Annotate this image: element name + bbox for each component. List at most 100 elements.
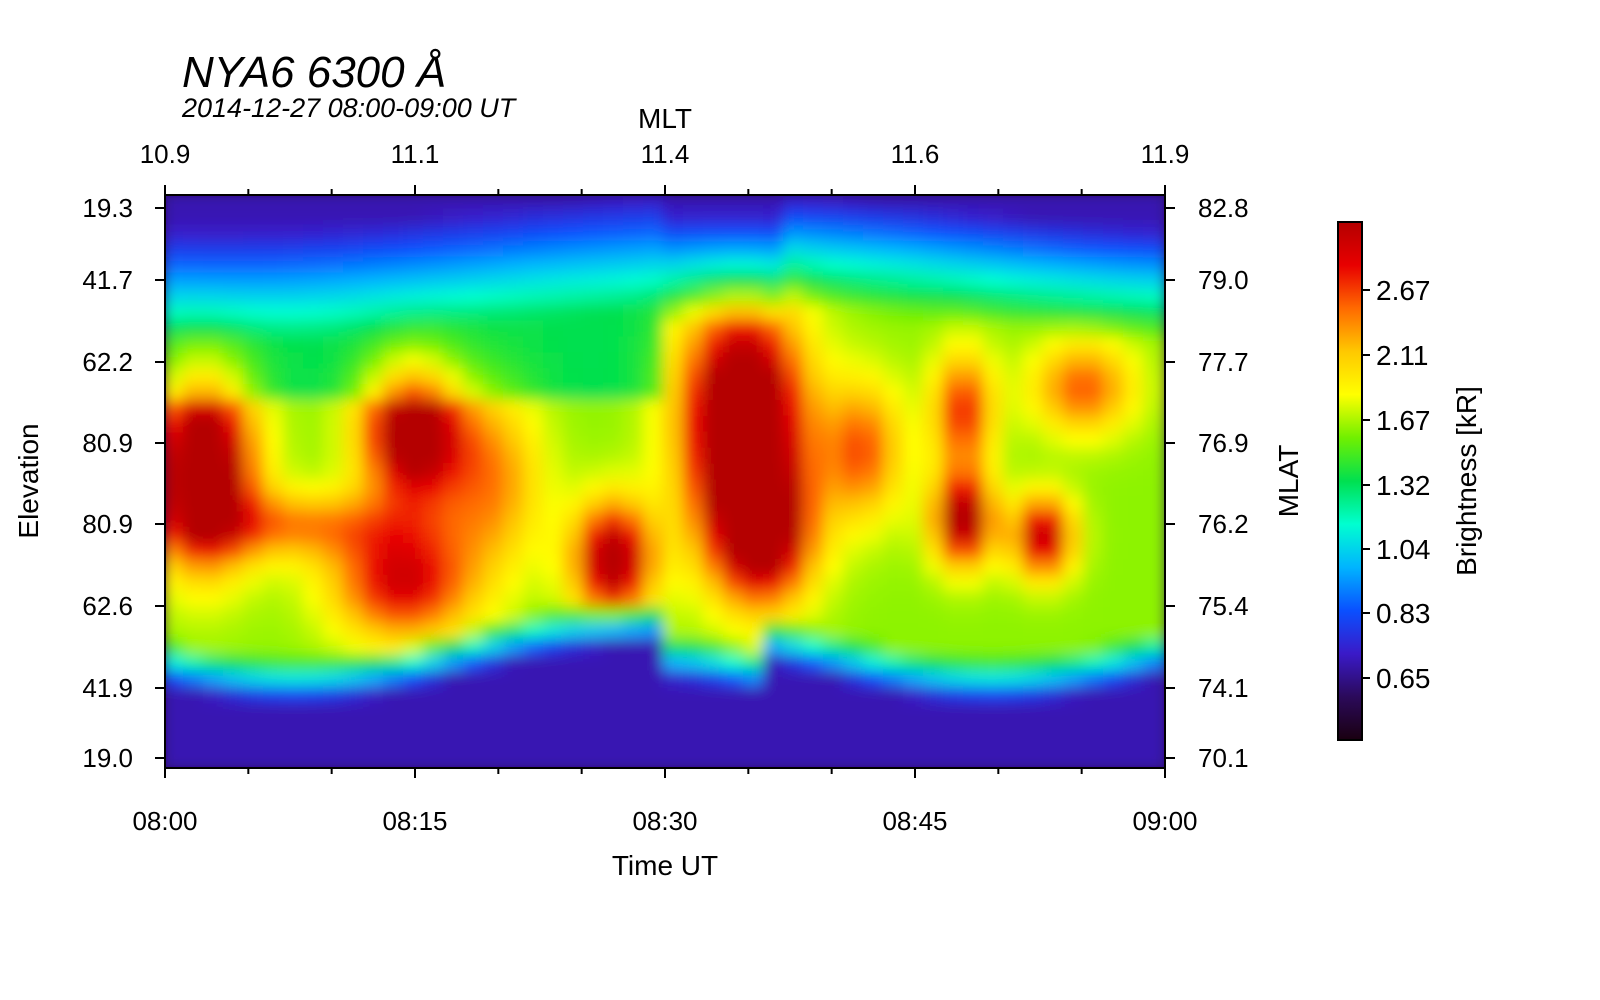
keogram-cell: [503, 288, 527, 309]
keogram-cell: [963, 272, 987, 293]
keogram-cell: [683, 256, 707, 277]
keogram-cell: [423, 208, 447, 229]
keogram-cell: [983, 304, 1007, 325]
keogram-cell: [423, 575, 447, 595]
keogram-cell: [523, 702, 547, 723]
keogram-cell: [743, 670, 767, 691]
keogram-cell: [563, 208, 587, 229]
keogram-cell: [263, 256, 287, 277]
keogram-cell: [743, 304, 767, 325]
keogram-cell: [183, 288, 207, 309]
keogram-cell: [963, 320, 987, 341]
keogram-cell: [723, 304, 747, 325]
keogram-cell: [903, 590, 927, 611]
keogram-cell: [363, 384, 387, 404]
keogram-cell: [1043, 431, 1067, 452]
keogram-cell: [443, 447, 467, 468]
keogram-cell: [403, 256, 427, 277]
keogram-cell: [343, 622, 367, 643]
keogram-cell: [543, 208, 567, 229]
keogram-cell: [603, 195, 627, 213]
keogram-cell: [843, 352, 867, 373]
top-tick-label: 11.9: [1141, 139, 1190, 169]
keogram-cell: [823, 431, 847, 452]
keogram-cell: [523, 272, 547, 293]
keogram-cell: [423, 320, 447, 341]
keogram-cell: [1123, 606, 1147, 627]
keogram-cell: [603, 590, 627, 611]
keogram-cell: [283, 272, 307, 293]
keogram-cell: [383, 479, 407, 500]
keogram-cell: [763, 352, 787, 373]
keogram-cell: [263, 654, 287, 675]
keogram-cell: [165, 622, 187, 643]
keogram-cell: [743, 336, 767, 357]
keogram-cell: [883, 336, 907, 357]
keogram-cell: [703, 734, 727, 755]
y-tick-label: 80.9: [82, 509, 133, 539]
keogram-cell: [603, 415, 627, 436]
keogram-cell: [1083, 256, 1107, 277]
keogram-cell: [283, 368, 307, 388]
keogram-cell: [683, 272, 707, 293]
keogram-cell: [463, 336, 487, 357]
keogram-cell: [643, 320, 667, 341]
keogram-cell: [943, 527, 967, 548]
keogram-cell: [383, 527, 407, 548]
keogram-cell: [1083, 559, 1107, 579]
keogram-cell: [643, 431, 667, 452]
keogram-cell: [883, 368, 907, 388]
keogram-cell: [623, 463, 647, 484]
keogram-cell: [863, 208, 887, 229]
keogram-cell: [863, 447, 887, 468]
keogram-cell: [863, 195, 887, 213]
keogram-cell: [183, 336, 207, 357]
keogram-cell: [303, 559, 327, 579]
keogram-cell: [783, 224, 807, 245]
keogram-cell: [763, 543, 787, 564]
keogram-cell: [843, 368, 867, 388]
keogram-cell: [1123, 543, 1147, 564]
keogram-cell: [723, 606, 747, 627]
keogram-cell: [943, 511, 967, 532]
keogram-cell: [543, 272, 567, 293]
keogram-cell: [1123, 195, 1147, 213]
keogram-cell: [883, 718, 907, 739]
keogram-cell: [483, 638, 507, 659]
keogram-cell: [403, 670, 427, 691]
keogram-cell: [483, 702, 507, 723]
keogram-cell: [983, 336, 1007, 357]
keogram-cell: [403, 718, 427, 739]
keogram-cell: [165, 304, 187, 325]
keogram-cell: [1123, 304, 1147, 325]
keogram-cell: [243, 352, 267, 373]
keogram-cell: [223, 399, 247, 420]
keogram-cell: [543, 590, 567, 611]
keogram-cell: [243, 304, 267, 325]
keogram-cell: [303, 240, 327, 261]
keogram-cell: [243, 272, 267, 293]
keogram-cell: [165, 575, 187, 595]
keogram-cell: [1043, 622, 1067, 643]
keogram-cell: [703, 495, 727, 516]
keogram-cell: [423, 686, 447, 707]
keogram-cell: [383, 606, 407, 627]
keogram-cell: [283, 208, 307, 229]
keogram-cell: [1063, 195, 1087, 213]
keogram-cell: [523, 431, 547, 452]
keogram-cell: [403, 336, 427, 357]
keogram-cell: [863, 479, 887, 500]
keogram-cell: [1083, 447, 1107, 468]
keogram-cell: [583, 384, 607, 404]
keogram-cell: [423, 479, 447, 500]
keogram-cell: [643, 352, 667, 373]
keogram-cell: [563, 463, 587, 484]
keogram-cell: [1063, 654, 1087, 675]
keogram-cell: [683, 511, 707, 532]
keogram-cell: [363, 606, 387, 627]
keogram-cell: [783, 256, 807, 277]
keogram-cell: [183, 622, 207, 643]
keogram-cell: [303, 368, 327, 388]
colorbar: [1337, 221, 1363, 741]
keogram-cell: [1103, 527, 1127, 548]
